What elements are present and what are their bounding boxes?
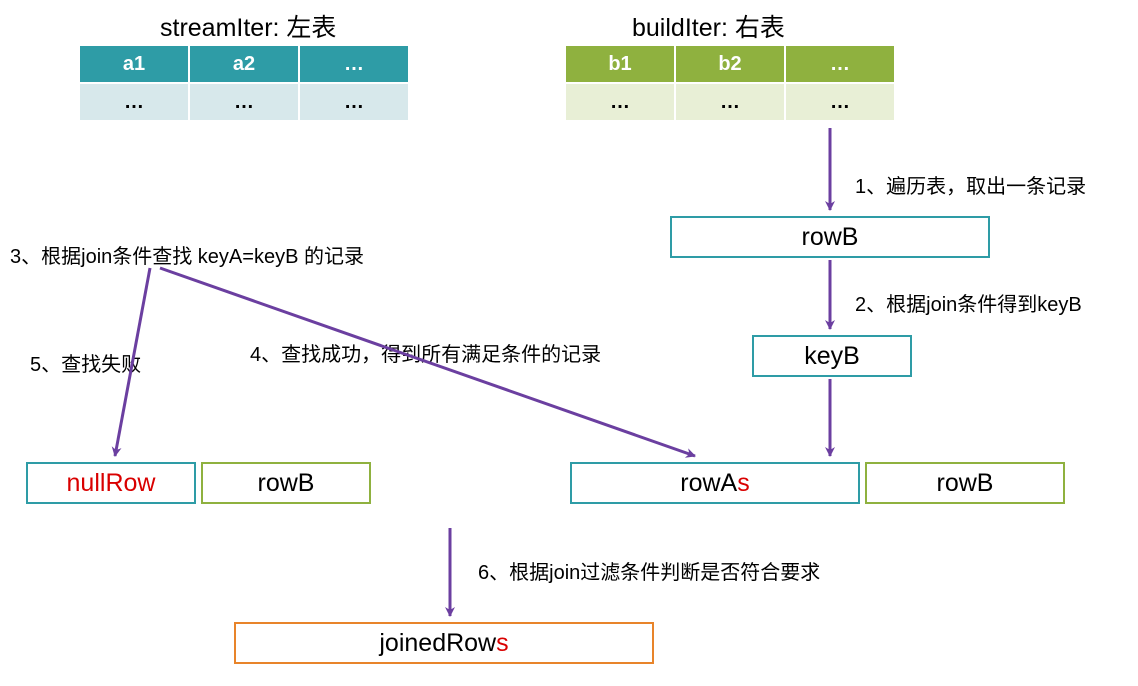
left-header-cell: a1 [79,45,189,83]
right-table: b1 b2 … … … … [564,44,896,122]
step-3-label: 3、根据join条件查找 keyA=keyB 的记录 [10,240,364,269]
step-1-label: 1、遍历表，取出一条记录 [855,170,1086,199]
right-header-cell: b2 [675,45,785,83]
left-header-cell: … [299,45,409,83]
nullrow-box: nullRow [26,462,196,504]
step-2-label: 2、根据join条件得到keyB [855,288,1082,317]
right-data-cell: … [565,83,675,121]
rowb-box-left: rowB [201,462,371,504]
left-data-cell: … [299,83,409,121]
keyb-box: keyB [752,335,912,377]
left-table-title: streamIter: 左表 [160,8,336,44]
step-5-label: 5、查找失败 [30,348,141,377]
rowb-box: rowB [670,216,990,258]
joinedrows-box: joinedRows [234,622,654,664]
right-header-cell: b1 [565,45,675,83]
step-6-label: 6、根据join过滤条件判断是否符合要求 [478,556,820,585]
left-data-cell: … [79,83,189,121]
right-data-cell: … [785,83,895,121]
left-header-cell: a2 [189,45,299,83]
right-header-cell: … [785,45,895,83]
step-4-label: 4、查找成功，得到所有满足条件的记录 [250,338,601,367]
left-data-cell: … [189,83,299,121]
right-table-title: buildIter: 右表 [632,8,785,44]
diagram-canvas: streamIter: 左表 a1 a2 … … … … buildIter: … [0,0,1138,686]
rowb-box-right: rowB [865,462,1065,504]
left-table: a1 a2 … … … … [78,44,410,122]
right-data-cell: … [675,83,785,121]
rowas-box: rowAs [570,462,860,504]
